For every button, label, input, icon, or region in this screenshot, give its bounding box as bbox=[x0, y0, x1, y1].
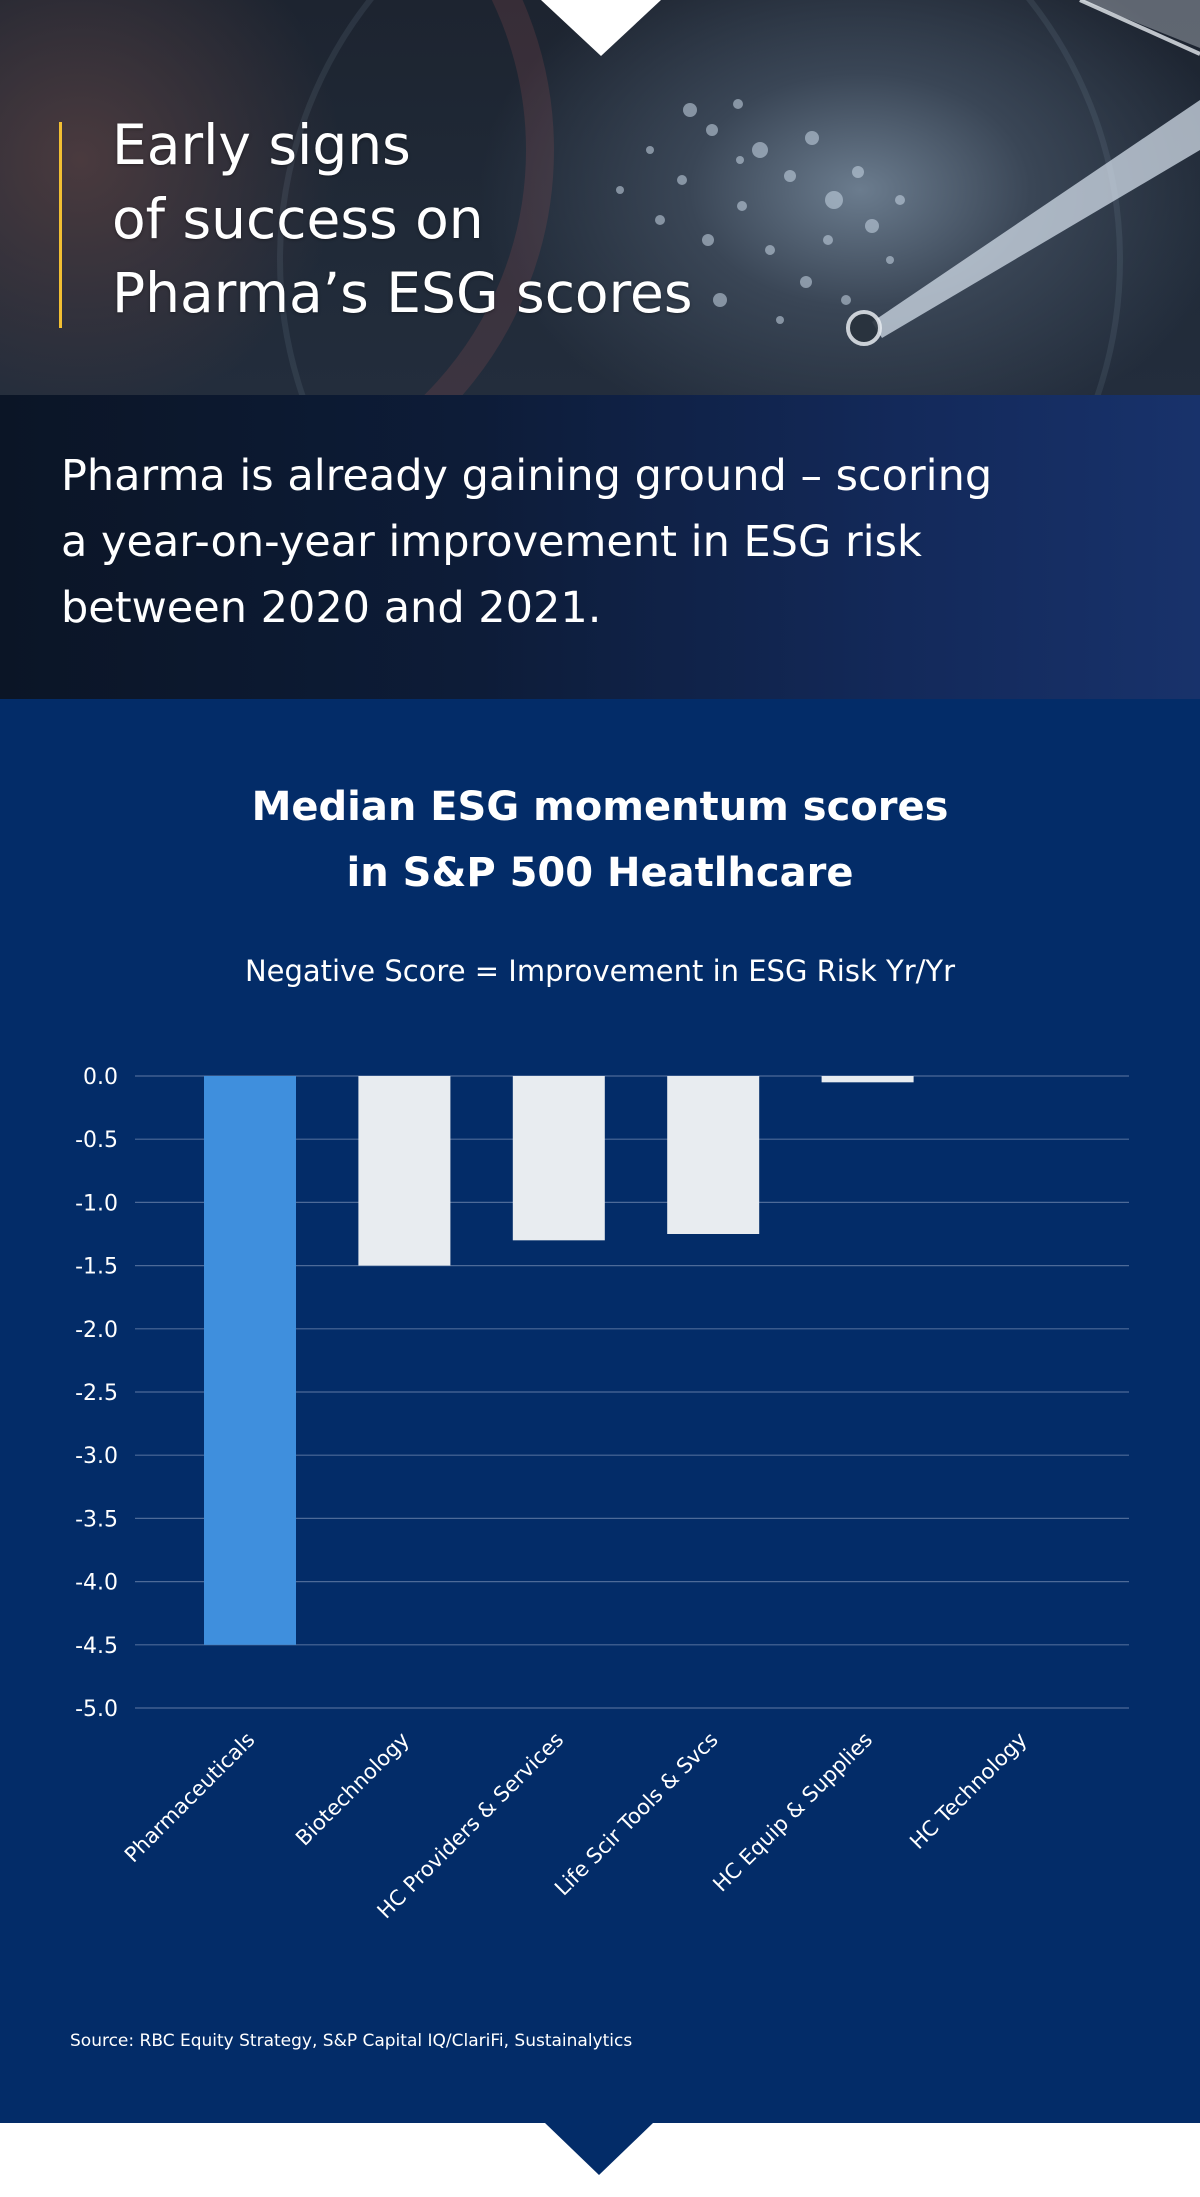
bar bbox=[358, 1076, 451, 1266]
y-tick-label: -2.0 bbox=[75, 1318, 118, 1343]
y-tick-label: -3.0 bbox=[75, 1444, 118, 1469]
y-tick-label: -4.0 bbox=[75, 1571, 118, 1596]
y-tick-label: -0.5 bbox=[75, 1128, 118, 1153]
source-note: Source: RBC Equity Strategy, S&P Capital… bbox=[70, 2031, 633, 2051]
x-category-label: Biotechnology bbox=[291, 1728, 414, 1851]
bar bbox=[667, 1076, 760, 1234]
bar-chart: 0.0 -0.5 -1.0 -1.5 -2.0 -2.5 -3.0 -3.5 -4.0 -4.5 -… bbox=[75, 1065, 1129, 1924]
bar bbox=[204, 1076, 296, 1645]
x-category-label: HC Providers & Services bbox=[373, 1728, 569, 1924]
chart-subtitle: Negative Score = Improvement in ESG Risk… bbox=[244, 954, 956, 988]
y-tick-label: -3.5 bbox=[75, 1507, 118, 1532]
hero-lab-image bbox=[277, 0, 1200, 395]
y-tick-label: -5.0 bbox=[75, 1697, 118, 1722]
chart-title: Median ESG momentum scores in S&P 500 He… bbox=[251, 784, 949, 896]
x-category-label: Pharmaceuticals bbox=[120, 1728, 260, 1868]
hero-title: Early signs of success on Pharma’s ESG s… bbox=[112, 113, 693, 325]
x-category-label: Life Scir Tools & Svcs bbox=[550, 1728, 723, 1901]
x-category-label: HC Technology bbox=[905, 1728, 1031, 1854]
intro-band: Pharma is already gaining ground – scori… bbox=[0, 395, 1200, 699]
y-tick-label: 0.0 bbox=[83, 1065, 118, 1090]
bottom-notch bbox=[545, 2123, 653, 2175]
x-category-label: HC Equip & Supplies bbox=[708, 1728, 877, 1897]
bar bbox=[512, 1076, 605, 1241]
chart-panel: Median ESG momentum scores in S&P 500 He… bbox=[0, 699, 1200, 2123]
y-tick-label: -1.5 bbox=[75, 1255, 118, 1280]
hero-banner: Early signs of success on Pharma’s ESG s… bbox=[0, 0, 1200, 395]
top-notch bbox=[541, 0, 661, 56]
title-accent-bar bbox=[59, 122, 62, 328]
y-tick-label: -1.0 bbox=[75, 1191, 118, 1216]
intro-text: Pharma is already gaining ground – scori… bbox=[61, 451, 993, 633]
y-tick-label: -4.5 bbox=[75, 1634, 118, 1659]
bar bbox=[821, 1076, 914, 1083]
y-tick-label: -2.5 bbox=[75, 1381, 118, 1406]
